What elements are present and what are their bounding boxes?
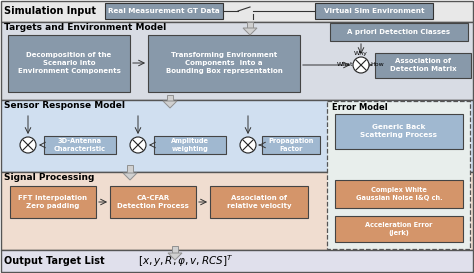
Text: Association of
relative velocity: Association of relative velocity bbox=[227, 195, 292, 209]
Text: Targets and Environment Model: Targets and Environment Model bbox=[4, 23, 166, 32]
FancyBboxPatch shape bbox=[10, 186, 96, 218]
FancyBboxPatch shape bbox=[105, 3, 223, 19]
FancyBboxPatch shape bbox=[1, 1, 473, 22]
FancyBboxPatch shape bbox=[110, 186, 196, 218]
FancyBboxPatch shape bbox=[1, 250, 473, 272]
Text: Amplitude
weighting: Amplitude weighting bbox=[171, 138, 209, 152]
Circle shape bbox=[130, 137, 146, 153]
FancyBboxPatch shape bbox=[1, 172, 473, 250]
Polygon shape bbox=[247, 22, 253, 28]
Text: Decomposition of the
Scenario into
Environment Components: Decomposition of the Scenario into Envir… bbox=[18, 52, 120, 73]
Polygon shape bbox=[167, 95, 173, 101]
Circle shape bbox=[353, 57, 369, 73]
FancyBboxPatch shape bbox=[8, 35, 130, 92]
FancyBboxPatch shape bbox=[154, 136, 226, 154]
Text: Association of
Detection Matrix: Association of Detection Matrix bbox=[390, 58, 456, 72]
Polygon shape bbox=[243, 28, 257, 35]
Polygon shape bbox=[168, 253, 182, 260]
FancyBboxPatch shape bbox=[335, 216, 463, 242]
FancyBboxPatch shape bbox=[148, 35, 300, 92]
Circle shape bbox=[20, 137, 36, 153]
Text: Simulation Input: Simulation Input bbox=[4, 6, 96, 16]
Polygon shape bbox=[123, 173, 137, 180]
FancyBboxPatch shape bbox=[327, 101, 470, 249]
Text: 3D-Antenna
Characteristic: 3D-Antenna Characteristic bbox=[54, 138, 106, 152]
FancyBboxPatch shape bbox=[335, 114, 463, 149]
Text: Generic Back
Scattering Process: Generic Back Scattering Process bbox=[361, 124, 438, 138]
Text: Error Model: Error Model bbox=[332, 103, 388, 112]
Text: Transforming Environment
Components  into a
Bounding Box representation: Transforming Environment Components into… bbox=[165, 52, 283, 73]
FancyBboxPatch shape bbox=[315, 3, 433, 19]
FancyBboxPatch shape bbox=[335, 180, 463, 208]
FancyBboxPatch shape bbox=[1, 100, 473, 172]
Text: Output Target List: Output Target List bbox=[4, 256, 105, 266]
FancyBboxPatch shape bbox=[262, 136, 320, 154]
Text: $[x, y, R, \varphi, v, RCS]^T$: $[x, y, R, \varphi, v, RCS]^T$ bbox=[138, 253, 233, 269]
Text: Sensor Response Model: Sensor Response Model bbox=[4, 102, 125, 111]
Text: Virtual Sim Environment: Virtual Sim Environment bbox=[324, 8, 424, 14]
Text: CA-CFAR
Detection Process: CA-CFAR Detection Process bbox=[117, 195, 189, 209]
Polygon shape bbox=[127, 165, 133, 173]
Text: What: What bbox=[337, 63, 353, 67]
FancyBboxPatch shape bbox=[210, 186, 308, 218]
Text: FFT Interpolation
Zero padding: FFT Interpolation Zero padding bbox=[18, 195, 88, 209]
Text: Acceleration Error
(Jerk): Acceleration Error (Jerk) bbox=[365, 222, 433, 236]
Text: Why: Why bbox=[354, 52, 368, 57]
FancyBboxPatch shape bbox=[44, 136, 116, 154]
Text: How: How bbox=[370, 63, 384, 67]
Text: Complex White
Gaussian Noise I&Q ch.: Complex White Gaussian Noise I&Q ch. bbox=[356, 187, 442, 201]
Text: Signal Processing: Signal Processing bbox=[4, 174, 94, 182]
Text: Propagation
Factor: Propagation Factor bbox=[268, 138, 314, 152]
Text: Real Measurement GT Data: Real Measurement GT Data bbox=[108, 8, 220, 14]
Polygon shape bbox=[163, 101, 177, 108]
Circle shape bbox=[240, 137, 256, 153]
Polygon shape bbox=[172, 246, 178, 253]
FancyBboxPatch shape bbox=[330, 23, 468, 41]
FancyBboxPatch shape bbox=[375, 53, 471, 78]
Text: A priori Detection Classes: A priori Detection Classes bbox=[347, 29, 451, 35]
FancyBboxPatch shape bbox=[1, 22, 473, 100]
